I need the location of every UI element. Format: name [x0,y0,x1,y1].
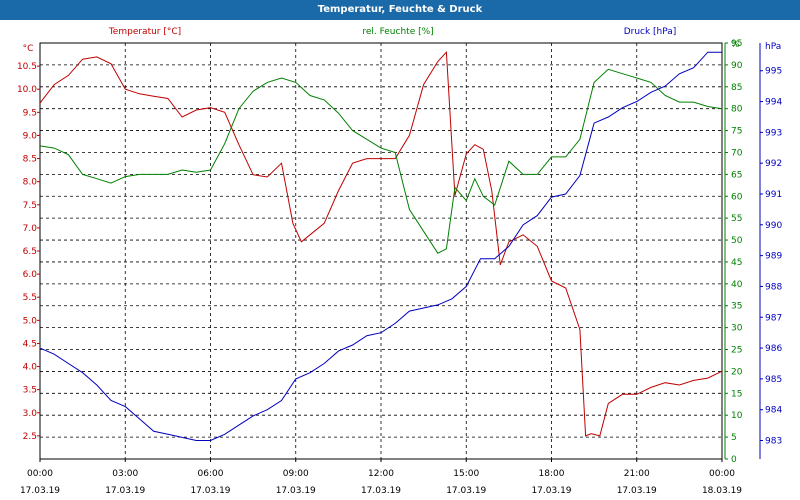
humidity-tick-label: 15 [731,389,742,399]
humidity-tick-label: 35 [731,302,742,312]
x-tick-date-label: 17.03.19 [105,486,145,496]
temperature-tick-label: 6.0 [23,270,38,280]
series-lines [39,50,723,441]
temperature-tick-label: 2.5 [23,432,37,442]
humidity-tick-label: 65 [731,170,742,180]
pressure-unit-label: hPa [765,42,781,52]
humidity-tick-label: 25 [731,346,742,356]
x-tick-time-label: 00:00 [27,469,53,479]
chart-plot: 2.5 3.0 3.5 4.0 4.5 5.0 5.5 6.0 6.5 7.0 7.5 8.0 8.5 9… [17,27,782,496]
x-tick-date-label: 17.03.19 [276,486,316,496]
temperature-tick-label: 3.5 [23,386,37,396]
x-tick-time-label: 21:00 [624,469,650,479]
humidity-tick-label: 60 [731,192,743,202]
humidity-tick-label: 80 [731,105,743,115]
humidity-tick-label: 75 [731,127,742,137]
temperature-series-line [39,50,723,437]
x-tick-time-label: 03:00 [112,469,138,479]
x-tick-time-label: 15:00 [453,469,479,479]
x-tick-date-label: 18.03.19 [702,486,742,496]
pressure-tick-label: 991 [765,190,782,200]
temperature-tick-label: 5.5 [23,293,37,303]
temperature-tick-label: 10.5 [17,62,37,72]
temperature-tick-label: 9.5 [23,108,37,118]
x-tick-time-label: 06:00 [198,469,224,479]
x-tick-date-label: 17.03.19 [20,486,60,496]
temperature-tick-label: 6.5 [23,247,37,257]
pressure-tick-label: 988 [765,282,782,292]
x-tick-date-label: 17.03.19 [617,486,657,496]
x-tick-time-label: 12:00 [368,469,394,479]
x-tick-date-label: 17.03.19 [361,486,401,496]
temperature-tick-label: 9.0 [23,131,38,141]
humidity-tick-label: 0 [731,455,737,465]
temperature-unit-label: °C [23,44,34,54]
x-tick-date-label: 17.03.19 [446,486,486,496]
humidity-tick-label: 85 [731,83,742,93]
temperature-tick-label: 7.5 [23,201,37,211]
humidity-tick-label: 20 [731,367,743,377]
humidity-tick-label: 40 [731,280,743,290]
humidity-tick-label: 45 [731,258,742,268]
x-tick-time-label: 18:00 [539,469,565,479]
humidity-tick-label: 10 [731,411,743,421]
humidity-tick-label: 5 [731,433,737,443]
pressure-tick-label: 985 [765,375,782,385]
temperature-tick-label: 8.5 [23,155,37,165]
pressure-tick-label: 987 [765,313,782,323]
pressure-tick-label: 986 [765,344,782,354]
pressure-tick-label: 983 [765,437,782,447]
humidity-unit-label: % [731,40,740,50]
humidity-tick-label: 50 [731,236,743,246]
temperature-tick-label: 10.0 [17,85,37,95]
humidity-tick-label: 70 [731,148,743,158]
humidity-axis-label: rel. Feuchte [%] [362,27,433,37]
chart-title-bar: Temperatur, Feuchte & Druck [0,0,800,20]
humidity-tick-label: 90 [731,61,743,71]
temperature-tick-label: 8.0 [23,178,38,188]
x-tick-time-label: 00:00 [709,469,735,479]
temperature-tick-label: 4.5 [23,339,37,349]
pressure-tick-label: 990 [765,221,782,231]
pressure-tick-label: 984 [765,406,782,416]
chart-title: Temperatur, Feuchte & Druck [317,4,483,15]
humidity-tick-label: 95 [731,39,742,49]
pressure-tick-label: 994 [765,98,782,108]
x-tick-time-label: 09:00 [283,469,309,479]
pressure-tick-label: 992 [765,159,782,169]
pressure-series-line [39,51,722,441]
pressure-axis-label: Druck [hPa] [624,27,677,37]
temperature-tick-label: 5.0 [23,316,38,326]
pressure-tick-label: 993 [765,128,782,138]
axes: 2.5 3.0 3.5 4.0 4.5 5.0 5.5 6.0 6.5 7.0 7.5 8.0 8.5 9… [17,27,782,496]
humidity-tick-label: 55 [731,214,742,224]
temperature-tick-label: 7.0 [23,224,38,234]
temperature-axis-label: Temperatur [°C] [108,27,181,37]
x-tick-date-label: 17.03.19 [531,486,571,496]
temperature-tick-label: 3.0 [23,409,38,419]
x-tick-date-label: 17.03.19 [190,486,230,496]
humidity-series-line [39,68,723,254]
pressure-tick-label: 989 [765,252,782,262]
pressure-tick-label: 995 [765,67,782,77]
temperature-tick-label: 4.0 [23,363,38,373]
humidity-tick-label: 30 [731,324,743,334]
